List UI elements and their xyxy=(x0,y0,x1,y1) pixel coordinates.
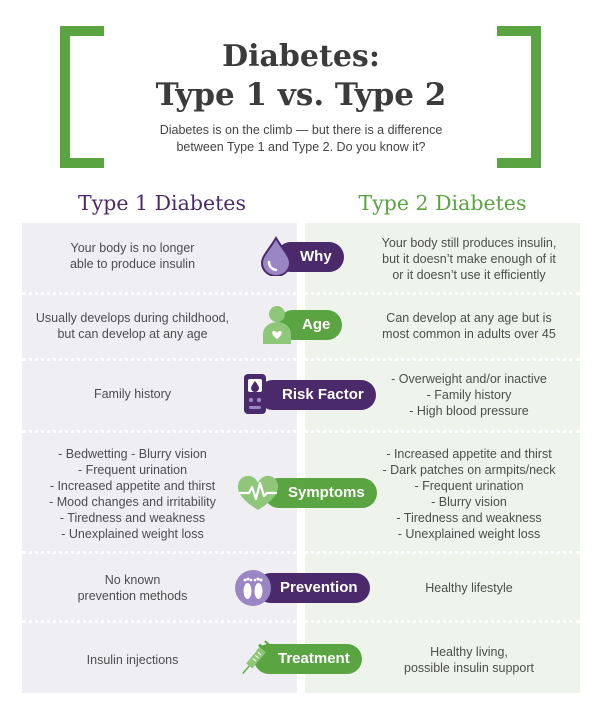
page-title: Diabetes: Type 1 vs. Type 2 xyxy=(0,38,602,114)
age-type2-text: Can develop at any age but is most common… xyxy=(382,311,556,341)
treatment-type2-text: Healthy living, possible insulin support xyxy=(404,645,534,675)
row-divider xyxy=(22,430,580,433)
type2-heading: Type 2 Diabetes xyxy=(358,191,527,215)
glucose-meter-icon xyxy=(242,372,268,418)
prevention-type1-text: No known prevention methods xyxy=(77,573,188,603)
symptoms-type2-text: - Increased appetite and thirst - Dark pa… xyxy=(382,447,556,541)
risk-factor-label: Risk Factor xyxy=(258,380,376,410)
treatment-type1-text: Insulin injections xyxy=(86,653,179,667)
row-divider xyxy=(22,551,580,554)
syringe-icon xyxy=(240,638,270,680)
age-type1-text: Usually develops during childhood, but ca… xyxy=(35,311,230,341)
left-bracket xyxy=(60,26,104,168)
blood-drop-icon xyxy=(259,236,293,276)
risk-factor-type2-text: - Overweight and/or inactive - Family his… xyxy=(391,372,547,418)
risk-factor-type1-text: Family history xyxy=(93,387,172,401)
prevention-label: Prevention xyxy=(256,573,370,603)
symptoms-label: Symptoms xyxy=(264,478,377,508)
why-type2-text: Your body still produces insulin, but it … xyxy=(381,236,557,282)
feet-icon xyxy=(234,569,272,607)
symptoms-type1-text: - Bedwetting - Blurry vision - Frequent u… xyxy=(49,447,216,541)
person-icon xyxy=(260,302,296,346)
row-divider xyxy=(22,620,580,623)
subtitle: Diabetes is on the climb — but there is … xyxy=(130,122,472,156)
right-bracket xyxy=(497,26,541,168)
type2-panel xyxy=(305,223,580,693)
type1-panel xyxy=(22,223,297,693)
type1-heading: Type 1 Diabetes xyxy=(78,191,246,215)
title-line-1: Diabetes: xyxy=(222,39,380,74)
treatment-label: Treatment xyxy=(254,644,362,674)
subtitle-line-1: Diabetes is on the climb — but there is … xyxy=(159,123,443,137)
why-type1-text: Your body is no longer able to produce in… xyxy=(69,241,196,271)
row-divider xyxy=(22,292,580,295)
title-line-2: Type 1 vs. Type 2 xyxy=(155,77,447,113)
heart-pulse-icon xyxy=(236,474,280,512)
prevention-type2-text: Healthy lifestyle xyxy=(425,581,513,595)
row-divider xyxy=(22,358,580,361)
subtitle-line-2: between Type 1 and Type 2. Do you know i… xyxy=(176,140,426,154)
